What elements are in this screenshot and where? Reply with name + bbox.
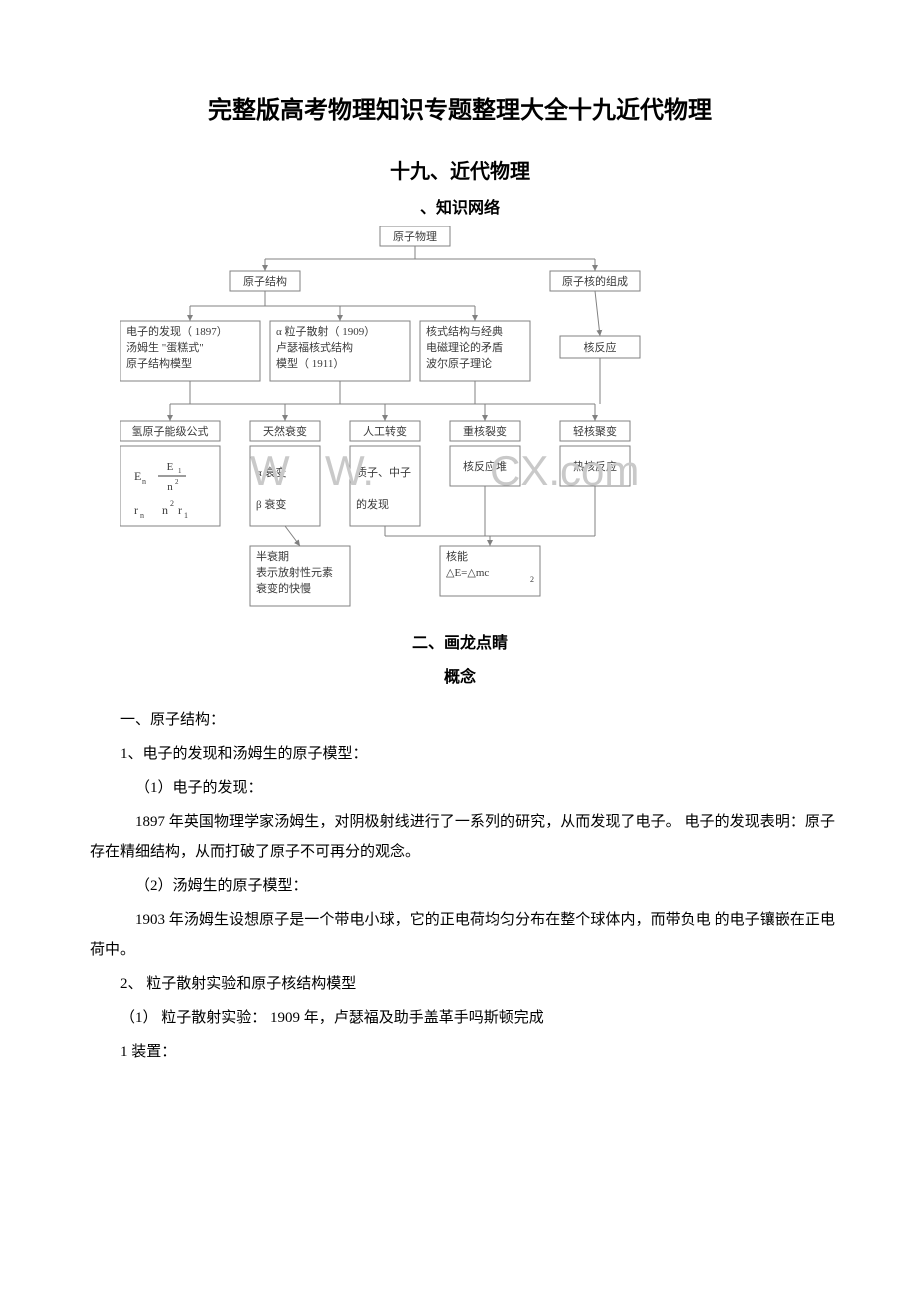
svg-text:重核裂变: 重核裂变: [463, 424, 507, 438]
svg-text:β 衰变: β 衰变: [256, 497, 286, 511]
svg-text:n: n: [162, 503, 168, 517]
svg-text:卢瑟福核式结构: 卢瑟福核式结构: [276, 340, 353, 354]
svg-text:α 衰变: α 衰变: [256, 465, 287, 479]
concept-heading: 概念: [80, 663, 840, 687]
svg-text:n: n: [142, 477, 146, 486]
p2: （1）电子的发现：: [90, 773, 835, 803]
p3: 1897 年英国物理学家汤姆生，对阴极射线进行了一系列的研究，从而发现了电子。 …: [90, 807, 835, 867]
svg-text:△E=△mc: △E=△mc: [446, 567, 489, 579]
svg-text:半衰期: 半衰期: [256, 549, 289, 563]
svg-text:质子、中子: 质子、中子: [356, 466, 411, 479]
svg-text:波尔原子理论: 波尔原子理论: [426, 356, 492, 370]
diagram-svg: 原子物理原子结构 原子核的组成电子的发现（ 1897） 汤姆生 "蛋糕式" 原子结构模…: [120, 226, 720, 616]
svg-text:n: n: [167, 481, 173, 493]
svg-text:2: 2: [175, 478, 179, 486]
svg-text:1: 1: [184, 511, 188, 520]
heading-1: 一、原子结构：: [90, 705, 835, 735]
svg-text:原子结构模型: 原子结构模型: [126, 356, 192, 370]
svg-text:2: 2: [530, 575, 534, 584]
svg-text:轻核聚变: 轻核聚变: [573, 424, 617, 438]
svg-text:α 粒子散射（ 1909）: α 粒子散射（ 1909）: [276, 324, 375, 338]
svg-text:原子核的组成: 原子核的组成: [562, 274, 628, 288]
section1-label: 、知识网络: [80, 194, 840, 218]
svg-text:电子的发现（ 1897）: 电子的发现（ 1897）: [126, 324, 228, 338]
svg-text:2: 2: [170, 499, 174, 508]
svg-text:热核反应: 热核反应: [573, 459, 617, 473]
svg-text:r: r: [134, 503, 138, 517]
svg-text:人工转变: 人工转变: [363, 424, 407, 438]
svg-text:核式结构与经典: 核式结构与经典: [426, 324, 503, 338]
knowledge-diagram: 原子物理原子结构 原子核的组成电子的发现（ 1897） 汤姆生 "蛋糕式" 原子结构模…: [120, 226, 720, 621]
svg-text:汤姆生 "蛋糕式": 汤姆生 "蛋糕式": [126, 340, 204, 354]
p4: （2）汤姆生的原子模型：: [90, 871, 835, 901]
p8: 1 装置：: [90, 1037, 835, 1067]
svg-text:1: 1: [178, 467, 182, 475]
svg-text:核反应: 核反应: [584, 340, 617, 354]
svg-text:E: E: [167, 461, 174, 473]
svg-text:r: r: [178, 503, 182, 517]
svg-text:表示放射性元素: 表示放射性元素: [256, 565, 333, 579]
svg-text:核能: 核能: [446, 549, 468, 563]
sub-title: 十九、近代物理: [80, 155, 840, 184]
p6: 2、 粒子散射实验和原子核结构模型: [90, 969, 835, 999]
body-text: 一、原子结构： 1、电子的发现和汤姆生的原子模型： （1）电子的发现： 1897…: [90, 705, 835, 1067]
svg-text:核反应堆: 核反应堆: [463, 459, 507, 473]
svg-text:天然衰变: 天然衰变: [263, 424, 307, 438]
section2-label: 二、画龙点睛: [80, 629, 840, 653]
main-title: 完整版高考物理知识专题整理大全十九近代物理: [80, 90, 840, 125]
svg-text:原子物理: 原子物理: [393, 229, 437, 243]
svg-text:电磁理论的矛盾: 电磁理论的矛盾: [426, 340, 503, 354]
p1: 1、电子的发现和汤姆生的原子模型：: [90, 739, 835, 769]
p7: （1） 粒子散射实验： 1909 年，卢瑟福及助手盖革手吗斯顿完成: [90, 1003, 835, 1033]
p5: 1903 年汤姆生设想原子是一个带电小球，它的正电荷均匀分布在整个球体内，而带负…: [90, 905, 835, 965]
svg-text:的发现: 的发现: [356, 497, 389, 511]
svg-text:E: E: [134, 469, 141, 483]
svg-text:模型（ 1911）: 模型（ 1911）: [276, 356, 344, 370]
svg-text:原子结构: 原子结构: [243, 274, 287, 288]
svg-text:衰变的快慢: 衰变的快慢: [256, 581, 311, 595]
svg-text:氢原子能级公式: 氢原子能级公式: [132, 424, 209, 438]
svg-text:n: n: [140, 511, 144, 520]
